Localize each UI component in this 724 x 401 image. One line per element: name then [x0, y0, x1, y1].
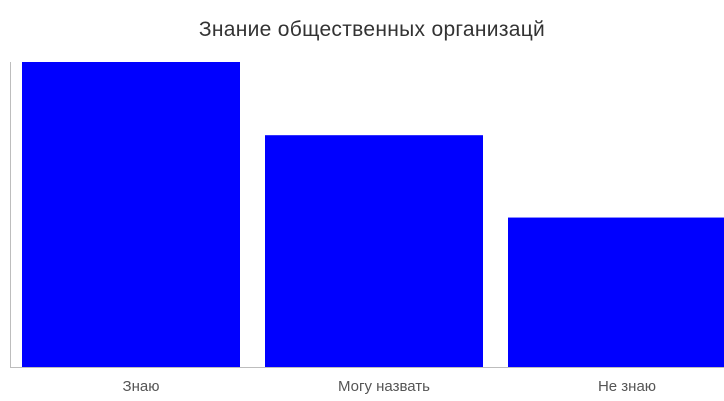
x-tick-label-1: Знаю [123, 378, 160, 395]
x-tick-labels: Знаю Могу назвать Не знаю [123, 378, 657, 395]
bar-1 [22, 62, 240, 367]
x-tick-label-2: Могу назвать [338, 378, 430, 395]
bar-3 [508, 217, 724, 367]
chart-title: Знание общественных организацй [199, 18, 545, 41]
bars-group [22, 62, 724, 367]
x-tick-label-3: Не знаю [598, 378, 656, 395]
bar-2 [265, 135, 483, 367]
